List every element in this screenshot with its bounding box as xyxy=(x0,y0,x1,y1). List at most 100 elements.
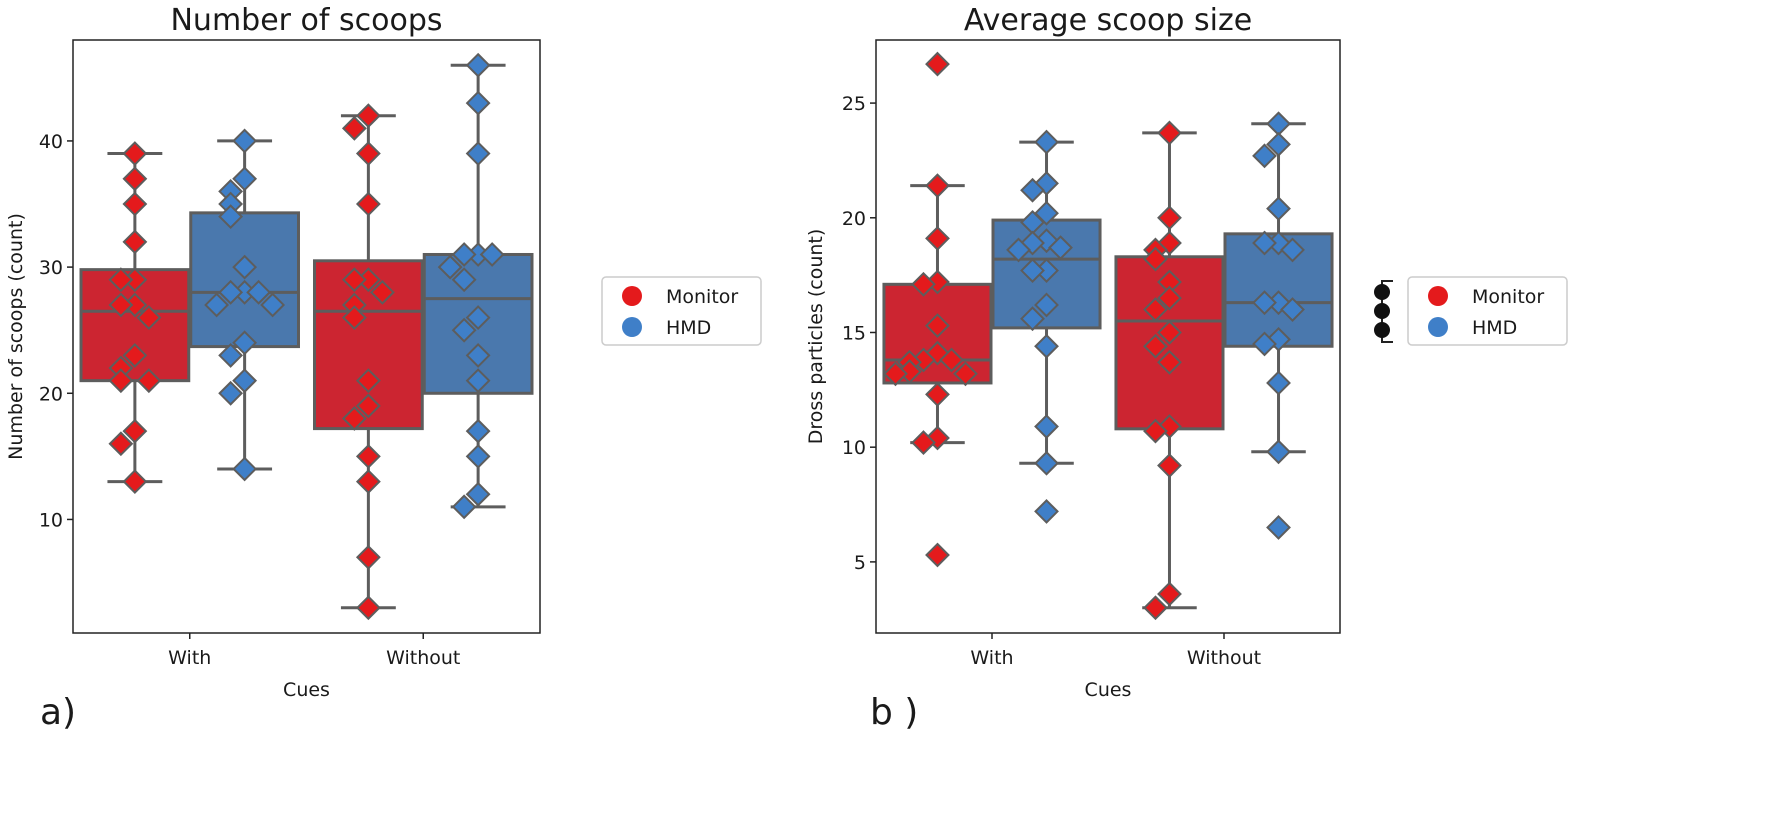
x-axis-label: Cues xyxy=(283,679,330,701)
data-point xyxy=(246,279,272,305)
y-axis-label: Number of scoops (count) xyxy=(5,213,27,460)
data-point xyxy=(122,343,148,368)
legend: Monitor HMD xyxy=(1407,276,1568,346)
data-point xyxy=(1252,290,1277,316)
data-point xyxy=(1157,581,1182,607)
data-point xyxy=(465,343,491,368)
y-tick-label: 30 xyxy=(39,257,63,279)
data-point xyxy=(1020,306,1045,332)
data-point xyxy=(355,443,381,469)
box-monitor-without xyxy=(313,103,424,621)
data-point xyxy=(108,431,134,457)
data-point xyxy=(355,103,381,129)
data-point xyxy=(925,542,950,568)
data-point xyxy=(232,368,258,394)
data-point xyxy=(465,305,491,330)
legend-marker-hmd xyxy=(1428,317,1448,337)
data-point xyxy=(1143,595,1168,621)
data-point xyxy=(897,359,922,384)
data-point xyxy=(451,242,477,267)
data-point xyxy=(465,481,491,507)
data-point xyxy=(232,166,258,192)
data-point xyxy=(1034,129,1059,155)
data-point xyxy=(232,128,258,154)
data-point xyxy=(1157,349,1182,375)
legend: Monitor HMD xyxy=(601,276,762,346)
chart-title: Average scoop size xyxy=(964,3,1252,38)
x-tick-label: With xyxy=(970,647,1013,669)
data-point xyxy=(911,347,936,373)
legend-label: HMD xyxy=(1472,317,1517,339)
data-point xyxy=(1157,205,1182,231)
data-point xyxy=(1006,237,1031,263)
y-tick-label: 20 xyxy=(842,208,866,230)
data-point xyxy=(122,229,148,255)
y-tick-label: 10 xyxy=(842,437,866,459)
data-point xyxy=(355,393,381,419)
legend-label: Monitor xyxy=(1472,286,1544,308)
data-point xyxy=(1143,297,1168,322)
data-point xyxy=(218,204,244,230)
data-point xyxy=(1020,177,1045,203)
data-point xyxy=(925,226,950,251)
legend-marker-monitor xyxy=(622,286,642,306)
data-point xyxy=(451,494,477,520)
data-point xyxy=(355,368,381,394)
data-point xyxy=(1143,418,1168,444)
data-point xyxy=(1143,246,1168,272)
panel-label: b ) xyxy=(870,692,918,733)
data-point xyxy=(883,361,908,387)
box-monitor-with xyxy=(79,141,191,495)
x-axis-label: Cues xyxy=(1085,679,1132,701)
data-point xyxy=(108,368,134,394)
data-point xyxy=(1252,331,1277,357)
y-tick-label: 20 xyxy=(39,383,63,405)
data-point xyxy=(465,368,491,394)
y-tick-label: 10 xyxy=(39,509,63,531)
data-point xyxy=(911,430,936,456)
data-point xyxy=(1266,439,1291,465)
data-point xyxy=(437,254,463,280)
data-point xyxy=(341,305,367,330)
significance-dot xyxy=(1374,284,1390,300)
data-point xyxy=(1048,235,1073,261)
data-point xyxy=(451,317,477,343)
data-point xyxy=(355,141,381,166)
data-point xyxy=(136,368,162,394)
data-point xyxy=(925,425,950,451)
data-point xyxy=(122,166,148,192)
significance-dot xyxy=(1374,322,1390,338)
y-tick-label: 25 xyxy=(842,93,866,115)
data-point xyxy=(1266,196,1291,222)
legend-label: Monitor xyxy=(666,286,738,308)
legend-label: HMD xyxy=(666,317,711,339)
data-point xyxy=(1266,515,1291,540)
chart-b: Average scoop size Cues Dross particles (c… xyxy=(805,3,1568,733)
data-point xyxy=(1280,297,1305,322)
data-point xyxy=(1266,131,1291,157)
data-point xyxy=(953,361,978,387)
data-point xyxy=(1157,120,1182,146)
data-point xyxy=(108,267,134,293)
data-point xyxy=(939,347,964,373)
data-point xyxy=(465,418,491,444)
data-point xyxy=(479,242,505,267)
data-point xyxy=(232,254,258,280)
data-point xyxy=(465,90,491,116)
data-point xyxy=(925,51,950,77)
data-point xyxy=(355,595,381,621)
data-point xyxy=(1266,370,1291,396)
data-point xyxy=(355,469,381,495)
data-point xyxy=(122,141,148,166)
box-hmd-with xyxy=(189,128,300,482)
data-point xyxy=(1157,453,1182,478)
data-point xyxy=(1020,258,1045,283)
data-point xyxy=(1034,414,1059,439)
data-point xyxy=(341,115,367,141)
data-point xyxy=(204,292,230,318)
data-point xyxy=(1252,143,1277,169)
data-point xyxy=(925,313,950,339)
box-hmd-without xyxy=(422,52,534,520)
box-monitor-without xyxy=(1114,120,1225,621)
